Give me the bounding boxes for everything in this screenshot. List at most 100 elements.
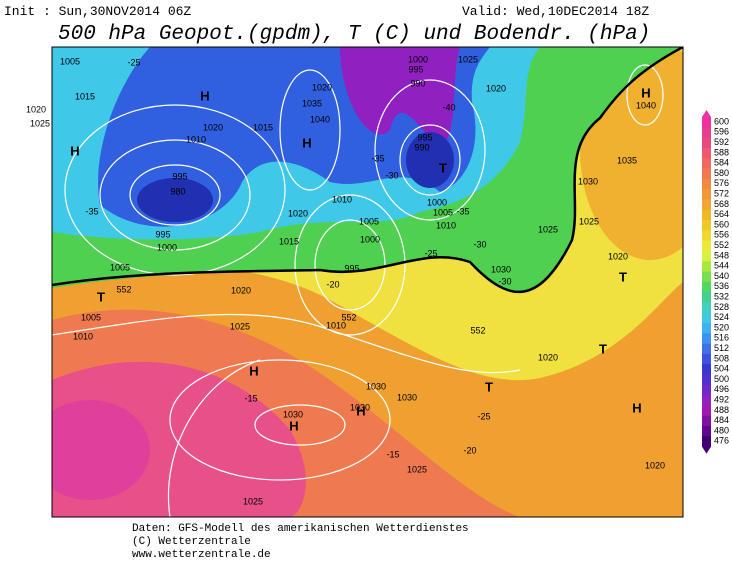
isobar-label: 1010 <box>73 331 93 341</box>
isobar-label: 1020 <box>486 83 506 93</box>
colorbar: 6005965925885845805765725685645605565525… <box>702 110 729 454</box>
pressure-center: H <box>289 418 298 433</box>
isobar-label: 1015 <box>279 236 299 246</box>
colorbar-swatch <box>702 405 711 417</box>
isobar-label: 1010 <box>186 134 206 144</box>
colorbar-label: 480 <box>714 425 729 435</box>
map-title: 500 hPa Geopot.(gpdm), T (C) und Bodendr… <box>58 23 650 46</box>
colorbar-swatch <box>702 261 711 272</box>
colorbar-swatch <box>702 312 711 324</box>
isobar-label: 990 <box>410 78 425 88</box>
field-purple <box>340 47 460 150</box>
isobar-label: 1005 <box>110 262 130 272</box>
colorbar-label: 476 <box>714 436 729 446</box>
colorbar-swatch <box>702 426 711 437</box>
colorbar-swatch <box>702 436 711 448</box>
isobar-label: -15 <box>386 449 399 459</box>
isobar-label: 1030 <box>350 402 370 412</box>
colorbar-swatch <box>702 250 711 262</box>
field-magenta <box>52 400 150 500</box>
colorbar-label: 588 <box>714 147 729 157</box>
isobar-label: 552 <box>470 325 485 335</box>
isobar-label: 552 <box>116 284 131 294</box>
map-border <box>51 46 684 518</box>
colorbar-label: 488 <box>714 405 729 415</box>
pressure-center: H <box>302 135 311 150</box>
isobar-label: 1005 <box>81 312 101 322</box>
colorbar-swatch <box>702 395 711 406</box>
colorbar-swatch <box>702 127 711 139</box>
footer-line: (C) Wetterzentrale <box>132 536 251 548</box>
colorbar-swatch <box>702 117 711 128</box>
colorbar-swatch <box>702 281 711 293</box>
isobar-label: 1020 <box>231 285 251 295</box>
colorbar-swatch <box>702 415 711 427</box>
isobar-label: 1020 <box>312 82 332 92</box>
isobar-label: 1025 <box>458 54 478 64</box>
isobar-label: -15 <box>244 393 257 403</box>
footer-line: www.wetterzentrale.de <box>132 549 271 561</box>
isobar-label: 980 <box>170 186 185 196</box>
colorbar-label: 548 <box>714 250 729 260</box>
colorbar-label: 572 <box>714 188 729 198</box>
isobar-label: 995 <box>172 171 187 181</box>
isobar-label: -25 <box>424 248 437 258</box>
isobar-label: 1035 <box>302 98 322 108</box>
colorbar-label: 552 <box>714 240 729 250</box>
colorbar-label: 484 <box>714 415 729 425</box>
colorbar-swatch <box>702 364 711 375</box>
colorbar-swatch <box>702 323 711 334</box>
colorbar-swatch <box>702 333 711 345</box>
colorbar-swatch <box>702 302 711 314</box>
colorbar-label: 596 <box>714 127 729 137</box>
colorbar-swatch <box>702 168 711 180</box>
pressure-center: H <box>249 363 258 378</box>
colorbar-label: 580 <box>714 168 729 178</box>
colorbar-label: 576 <box>714 178 729 188</box>
isobar-label: 552 <box>341 312 356 322</box>
isobar-label: 1000 <box>157 242 177 252</box>
colorbar-label: 600 <box>714 116 729 126</box>
isobar-label: 1025 <box>579 216 599 226</box>
colorbar-swatch <box>702 178 711 190</box>
colorbar-swatch <box>702 271 711 283</box>
colorbar-swatch <box>702 384 711 396</box>
isobar-label: 1005 <box>433 207 453 217</box>
pressure-center: H <box>200 88 209 103</box>
colorbar-label: 500 <box>714 374 729 384</box>
isobar-label: -30 <box>385 170 398 180</box>
isobar-label: 995 <box>155 229 170 239</box>
colorbar-swatch <box>702 158 711 169</box>
isobar-label: 1030 <box>578 176 598 186</box>
pressure-center: T <box>619 269 627 284</box>
isobar-label: 1010 <box>436 220 456 230</box>
isobar-label: 1000 <box>408 54 428 64</box>
isobar-label: 1015 <box>253 122 273 132</box>
isobar-label: 1030 <box>366 381 386 391</box>
isobar-label: 1040 <box>636 100 656 110</box>
isobar-label: 1020 <box>608 251 628 261</box>
isobars <box>52 64 664 517</box>
isobar-label: 1040 <box>310 114 330 124</box>
colorbar-label: 524 <box>714 312 729 322</box>
colorbar-swatch <box>702 199 711 211</box>
isobar-label: 1025 <box>230 321 250 331</box>
map-field <box>51 46 684 518</box>
colorbar-label: 528 <box>714 302 729 312</box>
isobar-label: 1030 <box>491 264 511 274</box>
isobar-label: 1000 <box>360 234 380 244</box>
isobar-label: -35 <box>456 206 469 216</box>
isobar-label: 990 <box>414 142 429 152</box>
colorbar-arrow <box>702 446 711 454</box>
colorbar-label: 508 <box>714 353 729 363</box>
isobar-label: 1020 <box>26 104 46 114</box>
isobar-label: 1035 <box>617 155 637 165</box>
colorbar-label: 496 <box>714 384 729 394</box>
pressure-center: T <box>485 379 493 394</box>
isobar-label: 1020 <box>203 122 223 132</box>
valid-time: Valid: Wed,10DEC2014 18Z <box>462 4 649 19</box>
isobar-label: 1000 <box>427 197 447 207</box>
pressure-center: T <box>439 160 447 175</box>
isobar-label: 1015 <box>75 91 95 101</box>
colorbar-label: 492 <box>714 394 729 404</box>
